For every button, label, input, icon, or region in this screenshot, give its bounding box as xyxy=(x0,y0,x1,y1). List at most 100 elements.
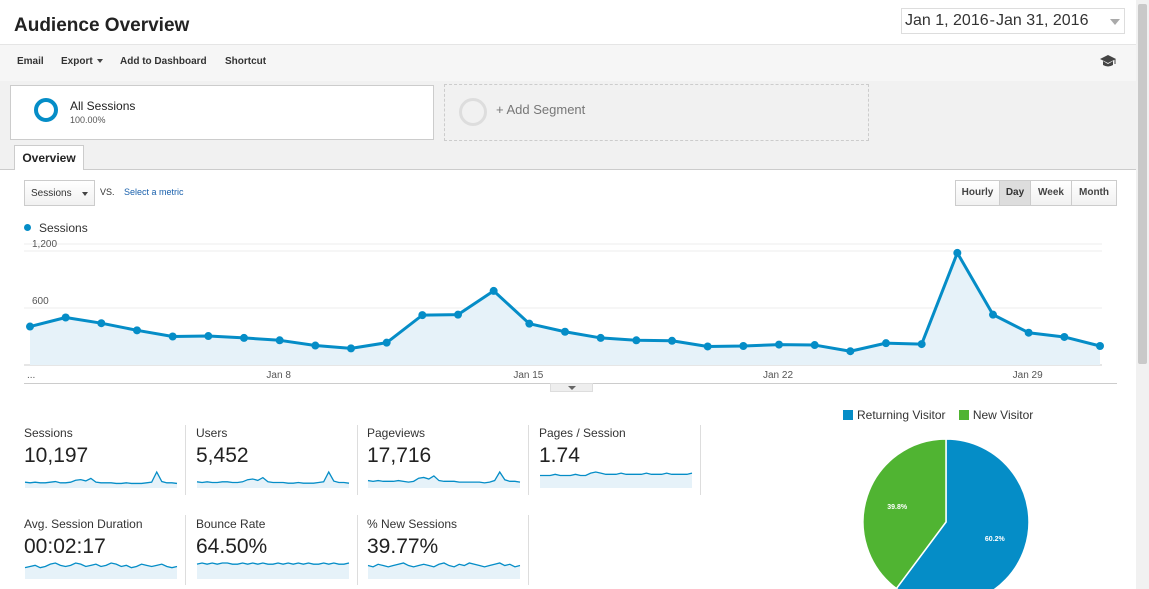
x-tick-label: Jan 8 xyxy=(266,370,291,381)
x-tick-label: Jan 29 xyxy=(1013,370,1043,381)
chevron-down-icon xyxy=(568,386,576,390)
chevron-down-icon xyxy=(82,192,88,196)
metric-sparkline xyxy=(196,470,350,488)
segment-all-sessions[interactable]: All Sessions 100.00% xyxy=(10,85,434,140)
sessions-point xyxy=(561,327,569,336)
metric-value: 1.74 xyxy=(539,444,580,467)
sparkline-line xyxy=(196,470,350,484)
sessions-line-chart: 600 1,200... Jan 8 Jan 15 Jan 22 Jan 29 xyxy=(24,239,1104,381)
sessions-point xyxy=(168,332,177,341)
metric-value: 10,197 xyxy=(24,444,89,467)
sessions-point xyxy=(917,340,926,349)
pie-slice-label: 60.2% xyxy=(985,536,1006,543)
sessions-point xyxy=(311,341,320,350)
email-button[interactable]: Email xyxy=(17,56,44,67)
legend-new-visitor[interactable]: New Visitor xyxy=(958,408,1033,422)
granularity-hourly-button[interactable]: Hourly xyxy=(956,181,1000,205)
legend-sessions-label: Sessions xyxy=(39,221,88,235)
export-label: Export xyxy=(61,56,93,67)
sparkline-area xyxy=(25,472,177,488)
metric-tile[interactable]: Pages / Session 1.74 xyxy=(539,426,699,498)
granularity-week-button[interactable]: Week xyxy=(1031,181,1072,205)
granularity-month-button[interactable]: Month xyxy=(1072,181,1116,205)
sessions-point xyxy=(1096,342,1104,350)
metric-divider xyxy=(185,515,186,585)
y-tick-label: 600 xyxy=(32,296,49,307)
metric-value: 17,716 xyxy=(367,444,432,467)
sessions-point xyxy=(489,286,498,295)
sparkline-line xyxy=(367,470,521,484)
select-metric-link[interactable]: Select a metric xyxy=(124,187,184,197)
sessions-point xyxy=(454,310,462,319)
sparkline-area xyxy=(368,472,520,488)
sessions-point xyxy=(739,342,748,350)
metric-value: 64.50% xyxy=(196,535,268,558)
y-tick-label: 1,200 xyxy=(32,239,57,250)
add-segment-button[interactable]: + Add Segment xyxy=(444,84,869,141)
legend-swatch-returning xyxy=(843,410,853,420)
export-button[interactable]: Export xyxy=(61,56,103,67)
metric-tile[interactable]: Avg. Session Duration 00:02:17 xyxy=(24,517,184,589)
sessions-point xyxy=(882,339,890,348)
shortcut-button[interactable]: Shortcut xyxy=(225,56,267,67)
metric-tile[interactable]: Bounce Rate 64.50% xyxy=(196,517,356,589)
date-separator: - xyxy=(989,12,995,29)
metric-label: Pageviews xyxy=(367,426,426,440)
sparkline-area xyxy=(368,563,520,579)
sparkline-line xyxy=(540,471,693,477)
sparkline-area xyxy=(197,472,349,488)
metric-label: Sessions xyxy=(24,426,73,440)
metric-label: Pages / Session xyxy=(539,426,626,440)
metric-tile[interactable]: Sessions 10,197 xyxy=(24,426,184,498)
metric-tile[interactable]: % New Sessions 39.77% xyxy=(367,517,527,589)
sparkline-area xyxy=(540,472,692,488)
sessions-point xyxy=(133,326,141,335)
sessions-point xyxy=(596,333,605,342)
sessions-point xyxy=(668,336,676,345)
metric-select-label: Sessions xyxy=(31,188,72,199)
sessions-point xyxy=(204,332,213,341)
scrollbar-thumb[interactable] xyxy=(1138,4,1147,364)
metric-value: 00:02:17 xyxy=(24,535,106,558)
legend-returning-visitor[interactable]: Returning Visitor xyxy=(843,408,946,422)
sparkline-line xyxy=(24,470,178,485)
collapse-chart-handle[interactable] xyxy=(550,383,593,392)
metric-divider xyxy=(357,425,358,495)
granularity-toggle: Hourly Day Week Month xyxy=(955,180,1117,206)
tab-divider xyxy=(0,169,1136,170)
sessions-point xyxy=(703,342,712,351)
granularity-day-button[interactable]: Day xyxy=(1000,181,1031,205)
chevron-down-icon xyxy=(1110,19,1120,25)
metric-select[interactable]: Sessions xyxy=(24,180,95,206)
sessions-point xyxy=(525,319,534,328)
legend-swatch-new xyxy=(958,410,969,420)
metric-sparkline xyxy=(540,471,693,488)
metric-tile[interactable]: Pageviews 17,716 xyxy=(367,426,527,498)
metric-divider xyxy=(528,515,529,585)
tab-overview[interactable]: Overview xyxy=(14,145,84,170)
pie-slice-returning xyxy=(895,438,1030,589)
visitor-pie-chart: 60.2% 39.8% xyxy=(862,438,1030,589)
metric-sparkline xyxy=(367,562,521,579)
add-to-dashboard-button[interactable]: Add to Dashboard xyxy=(120,56,207,67)
metric-sparkline xyxy=(367,470,521,488)
sessions-point xyxy=(1024,328,1033,337)
sessions-point xyxy=(275,336,284,345)
metric-tile[interactable]: Users 5,452 xyxy=(196,426,356,498)
metric-divider xyxy=(357,515,358,585)
segment-ring-icon xyxy=(34,98,58,122)
metric-label: Users xyxy=(196,426,228,440)
sessions-point xyxy=(989,310,997,319)
graduation-cap-icon[interactable] xyxy=(1099,54,1117,68)
sparkline-line xyxy=(24,562,178,569)
metric-sparkline xyxy=(24,562,178,579)
segment-name: All Sessions xyxy=(70,99,136,113)
metric-sparkline xyxy=(24,470,178,488)
sessions-point xyxy=(97,319,106,328)
date-end: Jan 31, 2016 xyxy=(995,12,1089,29)
pie-slice-new xyxy=(862,438,947,589)
metric-divider xyxy=(528,425,529,495)
x-tick-label: ... xyxy=(27,370,35,381)
date-range-picker[interactable]: Jan 1, 2016-Jan 31, 2016 xyxy=(901,8,1125,34)
metric-divider xyxy=(700,425,701,495)
